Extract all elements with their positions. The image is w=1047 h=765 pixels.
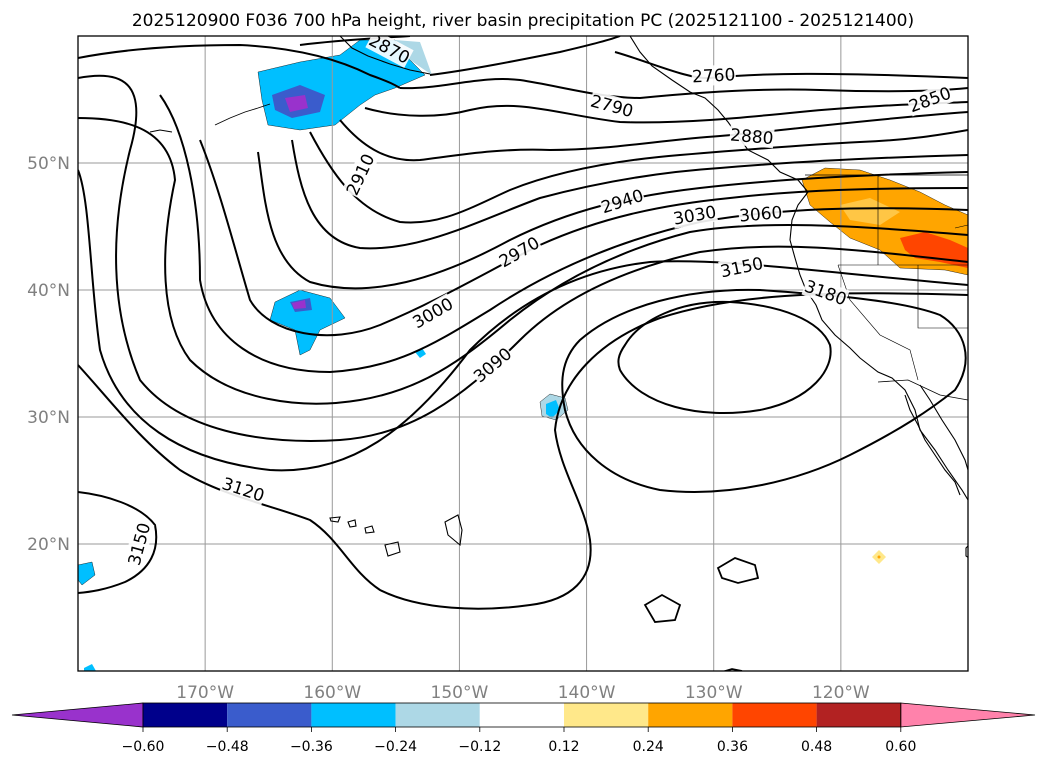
colorbar-segment: [479, 703, 564, 727]
contour-3180: [617, 300, 832, 414]
precip-region-central-pacific-min: [292, 300, 306, 309]
colorbar-segment: [816, 703, 901, 727]
precip-region-far-west-bottom: [84, 664, 96, 671]
coastline-gulf-of-california: [919, 384, 968, 471]
contour-label-text: 2760: [692, 65, 736, 87]
contour-label-text: 2880: [729, 125, 774, 149]
island-kauai: [347, 519, 357, 528]
lon-tick-label: 150°W: [431, 683, 489, 703]
coastline-aleutians: [214, 103, 271, 126]
coastline-baja-california: [904, 394, 961, 496]
colorbar-segment: [395, 703, 480, 727]
colorbar-tick-label: −0.36: [290, 739, 333, 755]
precip-region-gulf-of-alaska-min: [285, 95, 308, 112]
closed-contour-2: [643, 593, 682, 623]
contour-label: 2760: [691, 64, 737, 87]
colorbar-segment: [564, 703, 649, 727]
border-state-4: [837, 264, 919, 381]
colorbar: −0.60 −0.48 −0.36 −0.24 −0.12 0.12 0.24 0.36 0.4…: [11, 702, 1036, 755]
island-hawaii: [444, 514, 463, 547]
precip-region-far-west: [78, 561, 96, 586]
gridlines: [78, 36, 968, 671]
colorbar-tick-label: −0.24: [374, 739, 417, 755]
contour-2940: [257, 151, 968, 290]
coastline-aleutians-west: [149, 129, 173, 133]
contour-north-2: [429, 36, 621, 76]
border-us-mexico: [877, 379, 968, 401]
map-frame: [77, 35, 969, 672]
lat-tick-label: 50°N: [27, 154, 70, 174]
lon-tick-label: 170°W: [176, 683, 234, 703]
contour-2880: [309, 129, 968, 224]
precip-region-31n-143w-core: [546, 400, 560, 418]
contour-label: 3060: [737, 201, 784, 227]
lon-tick-label: 120°W: [812, 683, 870, 703]
lon-tick-label: 130°W: [685, 683, 743, 703]
coastlines: [149, 36, 968, 671]
lat-tick-label: 20°N: [27, 535, 70, 555]
colorbar-extend-low: [11, 702, 144, 728]
precip-region-pacific-northwest-core: [900, 232, 968, 268]
axis-tick-labels: 170°W 160°W 150°W 140°W 130°W 120°W 20°N 30°N 40…: [27, 154, 870, 703]
contour-2790-north: [78, 43, 401, 89]
closed-contour-1: [716, 557, 760, 584]
border-state-5: [954, 224, 968, 229]
coastline-alaska: [339, 36, 431, 75]
colorbar-segment: [143, 703, 228, 727]
colorbar-tick-label: 0.24: [633, 739, 664, 755]
colorbar-segment: [648, 703, 733, 727]
precip-region-pacific-northwest-edge: [840, 198, 900, 225]
island-maui: [384, 541, 401, 557]
colorbar-tick-label: −0.48: [206, 739, 249, 755]
contour-2820: [364, 101, 968, 124]
chart-title: 2025120900 F036 700 hPa height, river ba…: [132, 11, 914, 31]
island-revillagigedo: [965, 545, 968, 558]
contour-3150: [561, 288, 967, 493]
contour-2790: [399, 77, 968, 100]
island-oahu: [364, 525, 375, 534]
closed-contour-3: [722, 668, 743, 671]
colorbar-segment: [227, 703, 312, 727]
precip-shading: [78, 39, 968, 671]
colorbar-segment: [311, 703, 396, 727]
contour-3060: [78, 74, 968, 442]
coastline-north-america: [629, 36, 968, 501]
contour-2850: [339, 111, 968, 162]
colorbar-tick-label: −0.12: [458, 739, 501, 755]
precip-region-central-pacific: [269, 289, 346, 356]
lon-tick-label: 140°W: [558, 683, 616, 703]
lat-tick-label: 30°N: [27, 408, 70, 428]
colorbar-tick-label: 0.36: [717, 739, 748, 755]
colorbar-tick-label: −0.60: [122, 739, 165, 755]
island-niihau: [329, 516, 341, 523]
colorbar-tick-label: 0.60: [885, 739, 916, 755]
lat-tick-label: 40°N: [27, 281, 70, 301]
colorbar-segment: [732, 703, 817, 727]
contour-2910: [291, 139, 968, 250]
colorbar-frame: [142, 702, 902, 728]
contour-3150-south: [78, 491, 158, 594]
colorbar-extend-high: [900, 702, 1036, 728]
contour-label: 2880: [729, 124, 775, 149]
contour-2970: [199, 139, 968, 337]
colorbar-tick-label: 0.48: [801, 739, 832, 755]
colorbar-tick-label: 0.12: [548, 739, 579, 755]
border-state-3: [917, 265, 968, 329]
lon-tick-label: 160°W: [303, 683, 361, 703]
contour-label-text: 3060: [738, 203, 783, 227]
contour-3090: [78, 169, 968, 472]
contour-3030: [78, 117, 968, 405]
